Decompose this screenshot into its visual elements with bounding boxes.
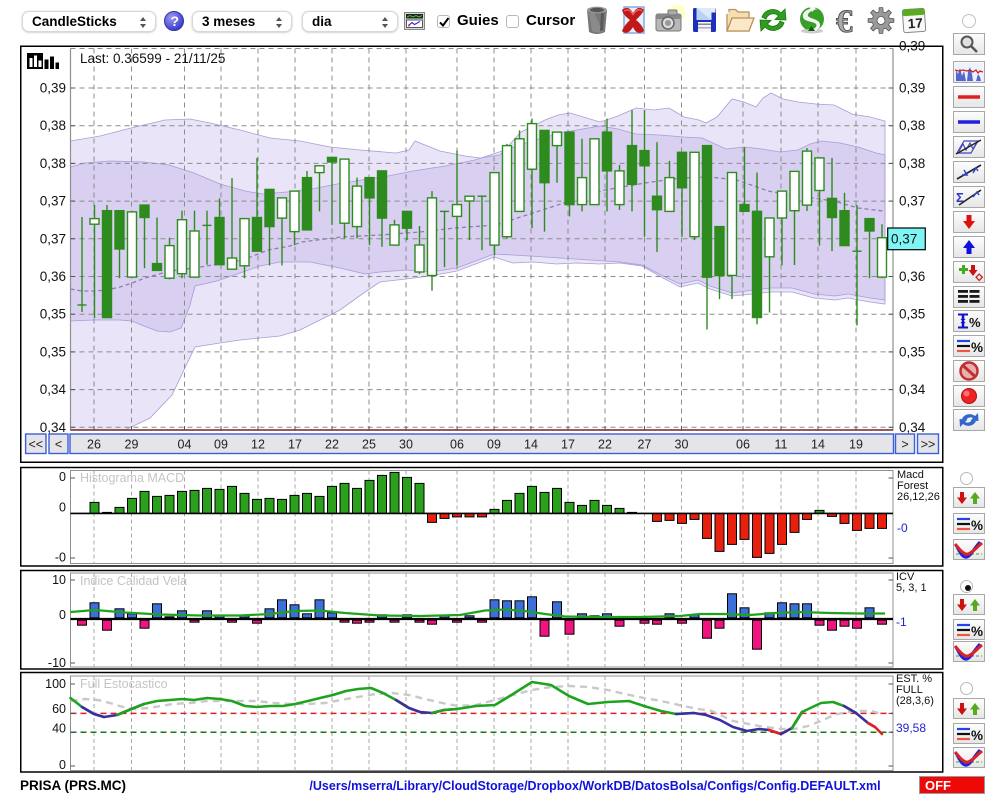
svg-text:0,38: 0,38 xyxy=(899,118,925,133)
svg-text:17: 17 xyxy=(288,438,302,452)
svg-text:FULL: FULL xyxy=(896,684,923,696)
svg-text:11: 11 xyxy=(775,438,788,452)
svg-text:04: 04 xyxy=(178,438,192,452)
svg-text:0,38: 0,38 xyxy=(40,156,66,171)
svg-text:30: 30 xyxy=(399,438,413,452)
svg-text:Σ: Σ xyxy=(956,190,964,205)
svg-text:30: 30 xyxy=(675,438,689,452)
svg-text:0,39: 0,39 xyxy=(899,81,925,96)
svg-text:0,34: 0,34 xyxy=(899,420,926,435)
svg-text:>: > xyxy=(901,438,908,452)
svg-text:10: 10 xyxy=(52,573,66,587)
svg-text:%: % xyxy=(971,624,983,639)
svg-text:06: 06 xyxy=(736,438,750,452)
svg-text:0,37: 0,37 xyxy=(40,194,66,209)
svg-text:-0: -0 xyxy=(55,551,66,565)
svg-text:0,35: 0,35 xyxy=(899,307,925,322)
svg-text:0,35: 0,35 xyxy=(40,307,66,322)
svg-text:>>: >> xyxy=(921,438,936,452)
svg-text:Forest: Forest xyxy=(897,480,928,492)
svg-text:17: 17 xyxy=(907,15,923,31)
svg-text:(28,3,6): (28,3,6) xyxy=(896,695,934,707)
svg-text:0,37: 0,37 xyxy=(899,194,925,209)
svg-text:0,34: 0,34 xyxy=(40,420,67,435)
svg-text:09: 09 xyxy=(214,438,228,452)
svg-text:5, 3, 1: 5, 3, 1 xyxy=(896,582,927,594)
svg-text:EST. %: EST. % xyxy=(896,673,932,685)
svg-text:%: % xyxy=(971,728,983,743)
svg-text:09: 09 xyxy=(487,438,501,452)
svg-text:0,37: 0,37 xyxy=(891,231,917,246)
svg-text:0,36: 0,36 xyxy=(899,269,925,284)
svg-text:0: 0 xyxy=(59,470,66,484)
svg-text:%: % xyxy=(971,340,983,355)
svg-text:Last: 0.36599 - 21/11/25: Last: 0.36599 - 21/11/25 xyxy=(80,51,225,66)
svg-text:26: 26 xyxy=(87,438,101,452)
svg-text:0: 0 xyxy=(59,608,66,622)
svg-text:12: 12 xyxy=(251,438,265,452)
svg-text:22: 22 xyxy=(325,438,339,452)
svg-text:27: 27 xyxy=(638,438,652,452)
svg-text:-1: -1 xyxy=(896,615,907,629)
svg-text:22: 22 xyxy=(598,438,612,452)
svg-text:25: 25 xyxy=(362,438,376,452)
svg-text:0,35: 0,35 xyxy=(40,344,66,359)
svg-text:14: 14 xyxy=(524,438,538,452)
svg-text:0: 0 xyxy=(59,501,66,515)
svg-text:%: % xyxy=(971,518,983,533)
svg-text:29: 29 xyxy=(125,438,139,452)
svg-text:Indice Calidad Vela: Indice Calidad Vela xyxy=(80,574,187,588)
svg-text:0,39: 0,39 xyxy=(40,81,66,96)
svg-text:0,36: 0,36 xyxy=(40,269,66,284)
svg-text:100: 100 xyxy=(45,677,66,691)
svg-text:0,34: 0,34 xyxy=(899,382,926,397)
svg-text:0,38: 0,38 xyxy=(40,118,66,133)
svg-text:-10: -10 xyxy=(48,656,66,670)
svg-text:<<: << xyxy=(28,438,43,452)
svg-text:0,38: 0,38 xyxy=(899,156,925,171)
svg-text:0,34: 0,34 xyxy=(40,382,67,397)
svg-text:19: 19 xyxy=(849,438,863,452)
svg-text:06: 06 xyxy=(450,438,464,452)
svg-text:0,37: 0,37 xyxy=(40,231,66,246)
svg-text:-0: -0 xyxy=(897,521,908,535)
svg-text:60: 60 xyxy=(52,702,66,716)
svg-text:Full Estocastico: Full Estocastico xyxy=(80,677,168,691)
svg-text:0: 0 xyxy=(59,758,66,772)
svg-text:ICV: ICV xyxy=(896,571,915,583)
svg-text:40: 40 xyxy=(52,722,66,736)
svg-text:0,39: 0,39 xyxy=(899,39,925,54)
svg-text:Macd: Macd xyxy=(897,469,924,481)
svg-text:39,58: 39,58 xyxy=(896,721,926,735)
svg-text:%: % xyxy=(969,315,981,330)
svg-text:€: € xyxy=(836,4,853,38)
svg-text:<: < xyxy=(55,438,62,452)
svg-text:14: 14 xyxy=(811,438,825,452)
svg-text:Histograma MACD: Histograma MACD xyxy=(80,471,184,485)
svg-text:0,35: 0,35 xyxy=(899,344,925,359)
svg-text:26,12,26: 26,12,26 xyxy=(897,491,940,503)
svg-text:17: 17 xyxy=(561,438,575,452)
